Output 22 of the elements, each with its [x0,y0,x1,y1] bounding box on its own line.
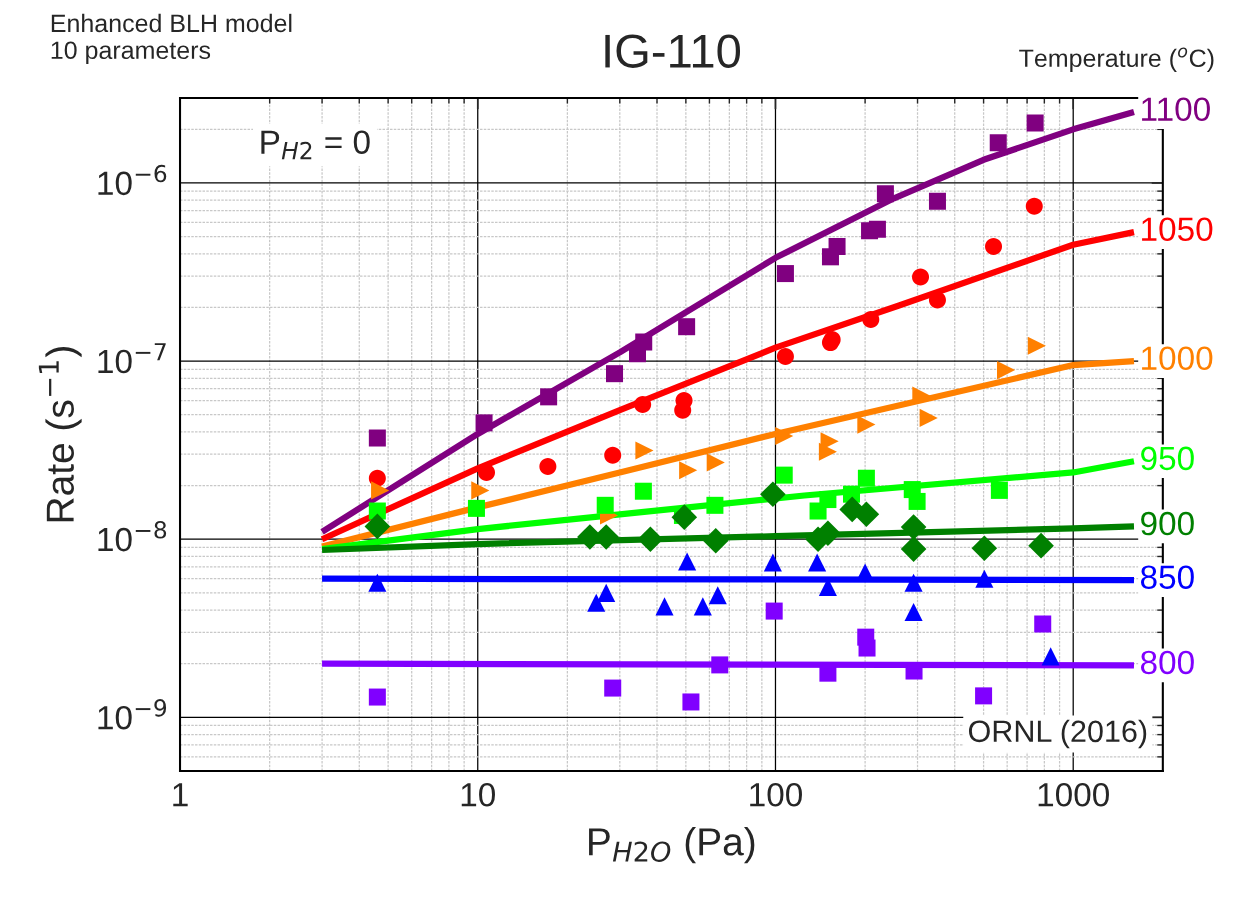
text: Enhanced BLH model 10 parameters [51,13,292,65]
y-tick-label: 10$^{−8}$ [98,520,167,552]
x-axis-title: P$_{H2O}$ (Pa) [589,827,755,864]
series-label: 1100 [1142,97,1210,122]
series-label: 850 [1140,565,1194,589]
series-label: 1000 [1142,346,1213,371]
x-tick-label: 1 [173,783,188,807]
series-label: 800 [1140,650,1194,675]
series-label: 1050 [1142,217,1213,242]
annotation: ORNL (2016) [968,719,1147,749]
y-tick-label: 10$^{−7}$ [98,343,166,374]
series-label: 950 [1141,446,1194,471]
chart-title: IG-110 [605,34,741,68]
series-label: 900 [1141,511,1194,536]
x-tick-label: 10 [461,782,495,807]
y-axis-title: Rate (s$^{−1}$) [38,347,82,522]
text: Temperature ($^{o}$C) [1019,47,1214,73]
annotation: P$_{H2}$ = 0 [261,130,370,160]
x-tick-label: 1000 [1038,782,1109,807]
y-tick-label: 10$^{−6}$ [98,164,167,196]
x-tick-label: 100 [750,782,802,807]
y-tick-label: 10$^{−9}$ [98,699,167,730]
